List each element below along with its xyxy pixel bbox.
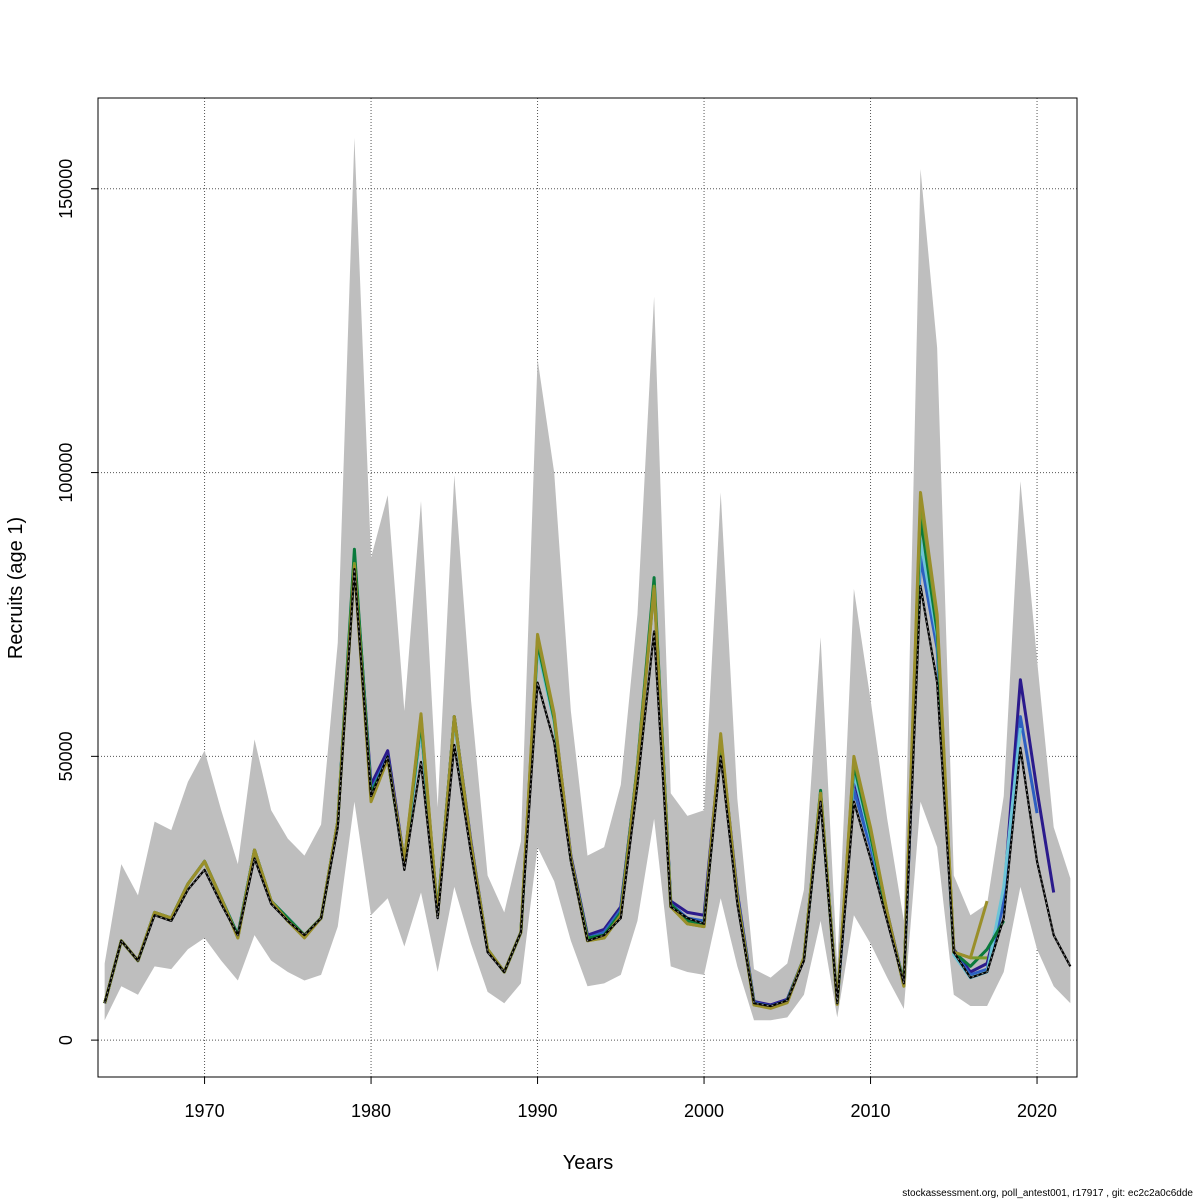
y-tick-label: 100000 xyxy=(56,443,76,503)
y-tick-label: 150000 xyxy=(56,159,76,219)
x-tick-label: 1970 xyxy=(185,1101,225,1121)
footer-text: stockassessment.org, poll_antest001, r17… xyxy=(902,1188,1193,1199)
x-tick-label: 2020 xyxy=(1017,1101,1057,1121)
confidence-band xyxy=(104,137,1071,1021)
base-line-dash xyxy=(104,569,1071,1007)
y-axis: 0 50000 100000 150000 xyxy=(56,159,98,1045)
x-tick-label: 1990 xyxy=(518,1101,558,1121)
y-tick-label: 50000 xyxy=(56,731,76,781)
x-tick-label: 2010 xyxy=(851,1101,891,1121)
confidence-band-area xyxy=(104,137,1071,1021)
x-tick-label: 2000 xyxy=(684,1101,724,1121)
x-tick-label: 1980 xyxy=(351,1101,391,1121)
y-axis-title: Recruits (age 1) xyxy=(5,517,27,659)
series-lines xyxy=(103,490,1072,1010)
y-tick-label: 0 xyxy=(56,1035,76,1045)
x-axis-title: Years xyxy=(563,1152,613,1174)
x-axis: 1970 1980 1990 2000 2010 2020 xyxy=(185,1076,1057,1121)
